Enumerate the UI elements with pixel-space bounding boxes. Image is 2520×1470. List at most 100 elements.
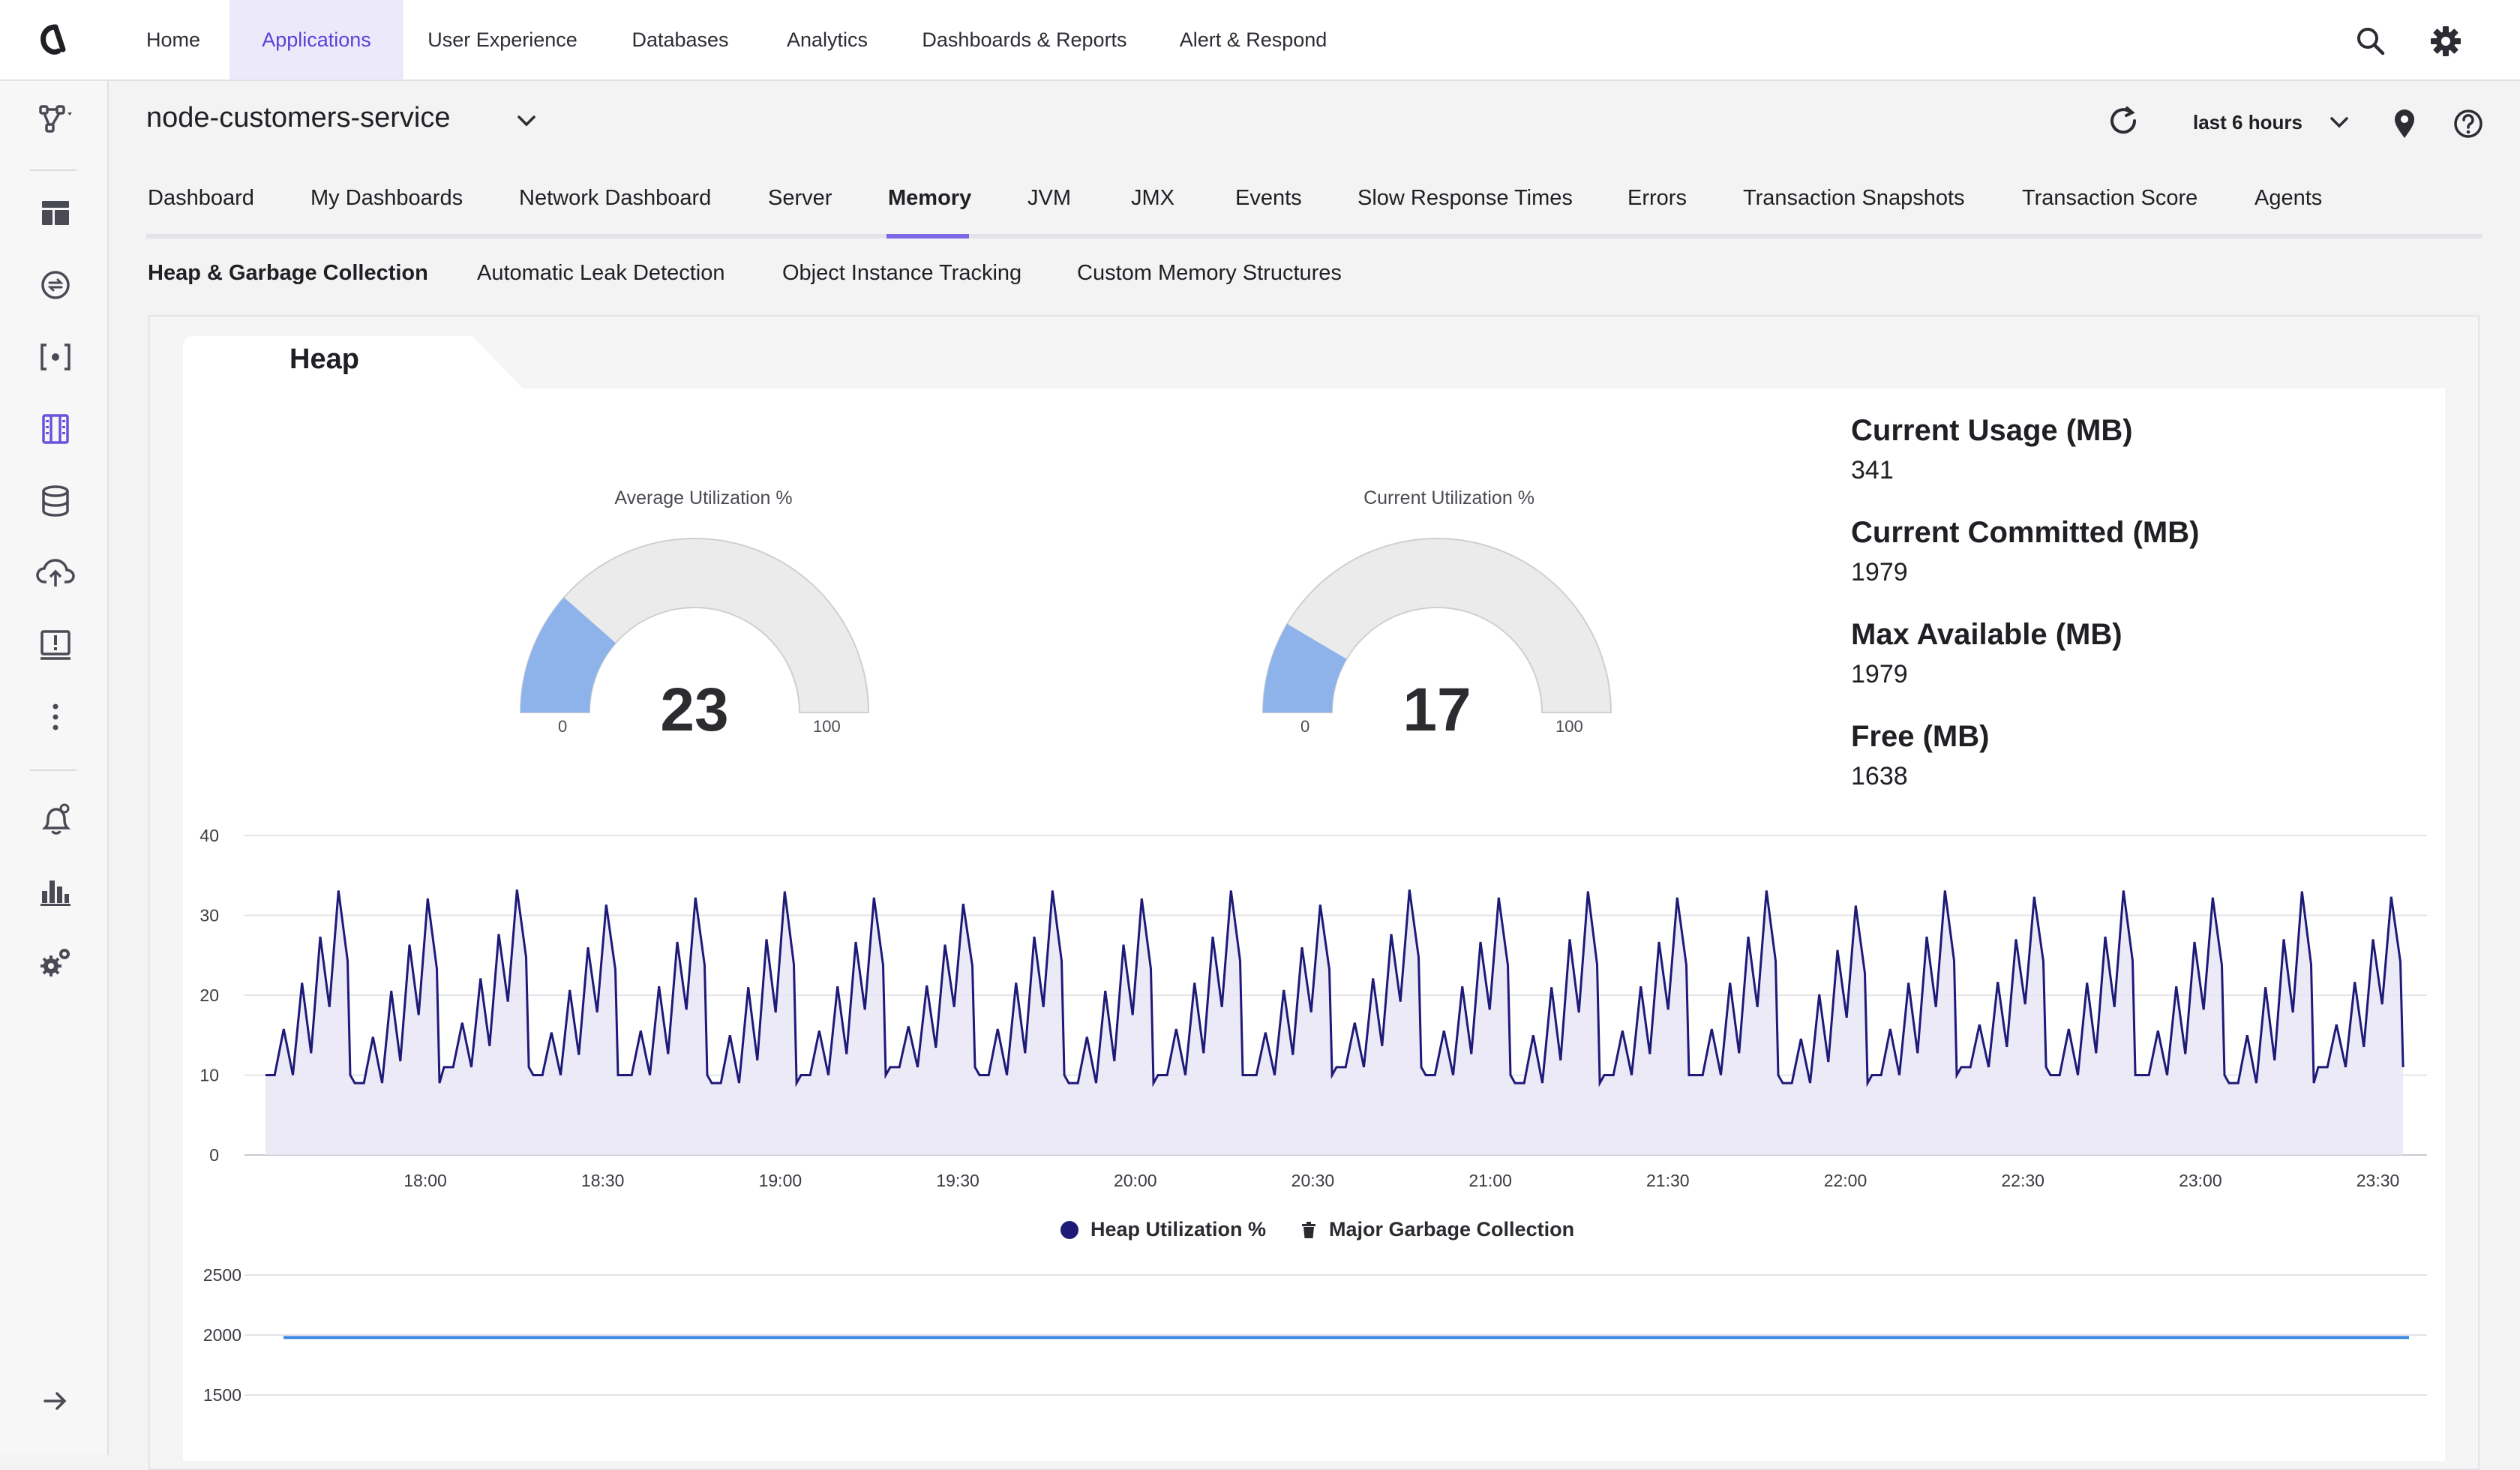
app-logo-icon[interactable] [33,20,78,62]
gauge-max-label: 100 [1556,717,1583,736]
subtab-heap-gc[interactable]: Heap & Garbage Collection [148,261,428,285]
tab-network-dashboard[interactable]: Network Dashboard [519,186,712,210]
service-endpoints-icon[interactable] [34,336,76,378]
chart-x-axis: 18:00 18:30 19:00 19:30 20:00 20:30 21:00 21:30… [404,1171,2399,1190]
x-tick-label: 21:30 [1646,1171,1690,1190]
cloud-upload-icon[interactable] [34,552,76,594]
gauge-value-average: 23 [660,676,729,744]
tab-slow-response-times[interactable]: Slow Response Times [1358,186,1573,210]
legend-label: Heap Utilization % [1090,1218,1267,1240]
gauge-average-utilization [519,538,870,713]
topnav-dashboards-reports[interactable]: Dashboards & Reports [922,28,1127,51]
expand-arrow-icon[interactable] [34,1380,76,1422]
tab-transaction-score[interactable]: Transaction Score [2022,186,2198,210]
settings-cogs-icon[interactable] [34,942,76,984]
service-title: node-customers-service [146,102,451,134]
tab-server[interactable]: Server [768,186,832,210]
more-vertical-icon[interactable] [34,696,76,738]
chart-y-axis: 1500 2000 2500 [203,1265,242,1405]
left-sidebar [0,81,109,1455]
y-tick-label: 0 [209,1145,219,1165]
y-tick-label: 1500 [203,1385,242,1405]
tab-agents[interactable]: Agents [2254,186,2323,210]
y-tick-label: 10 [200,1066,219,1085]
alerts-icon[interactable] [34,798,76,840]
flow-map-icon[interactable] [34,99,76,141]
troubleshoot-icon[interactable] [34,624,76,666]
heap-utilization-chart: 0 10 20 30 40 18:00 18:30 19:00 19:30 20:00 20:30… [200,826,2427,1190]
gauge-title-current: Current Utilization % [1364,488,1534,508]
tab-dashboard[interactable]: Dashboard [148,186,254,210]
stat-value-current-usage: 341 [1851,456,1894,484]
y-tick-label: 30 [200,906,219,926]
tab-events[interactable]: Events [1235,186,1302,210]
x-tick-label: 23:30 [2356,1171,2400,1190]
heap-utilization-area [266,890,2404,1155]
heap-utilization-line [266,889,2404,1088]
sidebar-divider [30,770,76,771]
gauge-max-label: 100 [813,717,841,736]
legend-major-gc[interactable]: Major Garbage Collection [1299,1218,1574,1241]
gauge-min-label: 0 [558,717,568,736]
gauge-title-average: Average Utilization % [614,488,793,508]
tab-errors[interactable]: Errors [1628,186,1687,210]
x-tick-label: 20:30 [1292,1171,1335,1190]
heap-card [183,388,2445,1461]
y-tick-label: 20 [200,986,219,1005]
topnav-user-experience[interactable]: User Experience [428,28,578,51]
x-tick-label: 20:00 [1114,1171,1157,1190]
stat-value-free: 1638 [1851,762,1908,790]
gauge-value-current: 17 [1402,676,1472,744]
subtab-custom-memory-structures[interactable]: Custom Memory Structures [1077,261,1342,285]
tabs-baseline [146,234,2482,238]
x-tick-label: 22:30 [2001,1171,2044,1190]
gauge-current-utilization [1262,538,1612,713]
subtab-automatic-leak-detection[interactable]: Automatic Leak Detection [477,261,725,285]
time-range-label[interactable]: last 6 hours [2193,111,2302,134]
legend-heap-utilization[interactable]: Heap Utilization % [1059,1218,1266,1241]
topnav-analytics[interactable]: Analytics [786,28,868,51]
gear-icon[interactable] [2427,22,2464,60]
sidebar-divider [30,170,76,171]
x-tick-label: 18:00 [404,1171,447,1190]
chevron-down-icon[interactable] [513,110,540,132]
heap-card-tab [183,336,524,390]
tab-memory[interactable]: Memory [888,186,972,210]
stat-label-max-available: Max Available (MB) [1851,618,2122,651]
x-tick-label: 22:00 [1824,1171,1868,1190]
dashboard-grid-icon[interactable] [34,192,76,234]
tab-jvm[interactable]: JVM [1028,186,1071,210]
refresh-icon[interactable] [2104,102,2142,140]
location-pin-icon[interactable] [2388,105,2421,141]
stat-label-current-committed: Current Committed (MB) [1851,516,2200,549]
committed-memory-chart: 1500 2000 2500 [203,1265,2427,1405]
help-circle-icon[interactable] [2450,105,2487,142]
y-tick-label: 2500 [203,1265,242,1285]
top-navigation-bar: Home Applications User Experience Databa… [0,0,2520,81]
x-tick-label: 19:00 [759,1171,802,1190]
topnav-home[interactable]: Home [146,28,201,51]
trash-icon [1302,1221,1316,1238]
stat-value-max-available: 1979 [1851,660,1908,688]
heap-card-title: Heap [290,344,359,375]
y-tick-label: 40 [200,826,219,845]
topnav-applications[interactable]: Applications [230,0,404,80]
y-tick-label: 2000 [203,1325,242,1345]
x-tick-label: 18:30 [581,1171,625,1190]
topnav-databases[interactable]: Databases [632,28,729,51]
databases-icon[interactable] [34,480,76,522]
tiers-nodes-icon[interactable] [34,408,76,450]
chevron-down-icon[interactable] [2326,111,2352,134]
x-tick-label: 23:00 [2179,1171,2222,1190]
transactions-icon[interactable] [34,264,76,306]
tab-my-dashboards[interactable]: My Dashboards [310,186,464,210]
subtab-object-instance-tracking[interactable]: Object Instance Tracking [782,261,1022,285]
topnav-alert-respond[interactable]: Alert & Respond [1179,28,1328,51]
analytics-bar-icon[interactable] [34,870,76,912]
stat-label-current-usage: Current Usage (MB) [1851,414,2133,447]
search-icon[interactable] [2352,22,2390,60]
tab-transaction-snapshots[interactable]: Transaction Snapshots [1743,186,1965,210]
chart-gridlines [244,1274,2427,1396]
tab-jmx[interactable]: JMX [1131,186,1174,210]
legend-circle-icon [1060,1220,1078,1239]
